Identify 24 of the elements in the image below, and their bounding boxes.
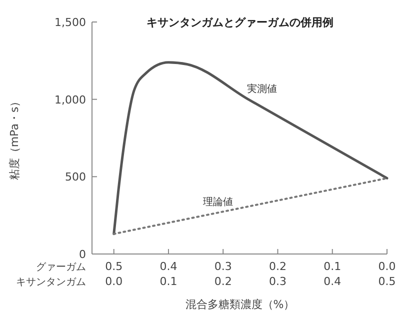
x2-tick-label: 0.2	[268, 260, 286, 273]
x-tick-label: 0.2	[214, 275, 232, 288]
y-tick-label: 0	[79, 248, 86, 261]
x-tick-label: 0.0	[105, 275, 123, 288]
text: キサンタンガム	[16, 277, 86, 288]
chart-title: キサンタンガムとグァーガムの併用例	[146, 16, 334, 29]
x2-tick-label: 0.1	[324, 260, 342, 273]
y-tick-label: 500	[65, 170, 86, 184]
y-axis-title: 粘度（mPa・s）	[8, 96, 21, 180]
x2-tick-label: 0.3	[214, 260, 232, 273]
x-tick-label: 0.3	[268, 275, 286, 288]
x-axis-title: 混合多糖類濃度（%）	[185, 298, 295, 311]
y-tick-label: 1,500	[54, 16, 86, 29]
x2-tick-label: 0.4	[160, 260, 178, 273]
line-series	[112, 61, 388, 236]
x-tick-label: 0.4	[324, 275, 342, 288]
x2-tick-label: 0.5	[105, 260, 123, 273]
x-tick-label: 0.1	[160, 275, 178, 288]
y-tick-label: 1,000	[54, 93, 86, 106]
x-tick-label: 0.5	[378, 275, 396, 288]
series-label: 実測値	[247, 83, 277, 95]
x2-tick-label: 0.0	[378, 260, 396, 273]
text: グァーガム	[36, 262, 86, 273]
series-label: 理論値	[203, 196, 233, 208]
